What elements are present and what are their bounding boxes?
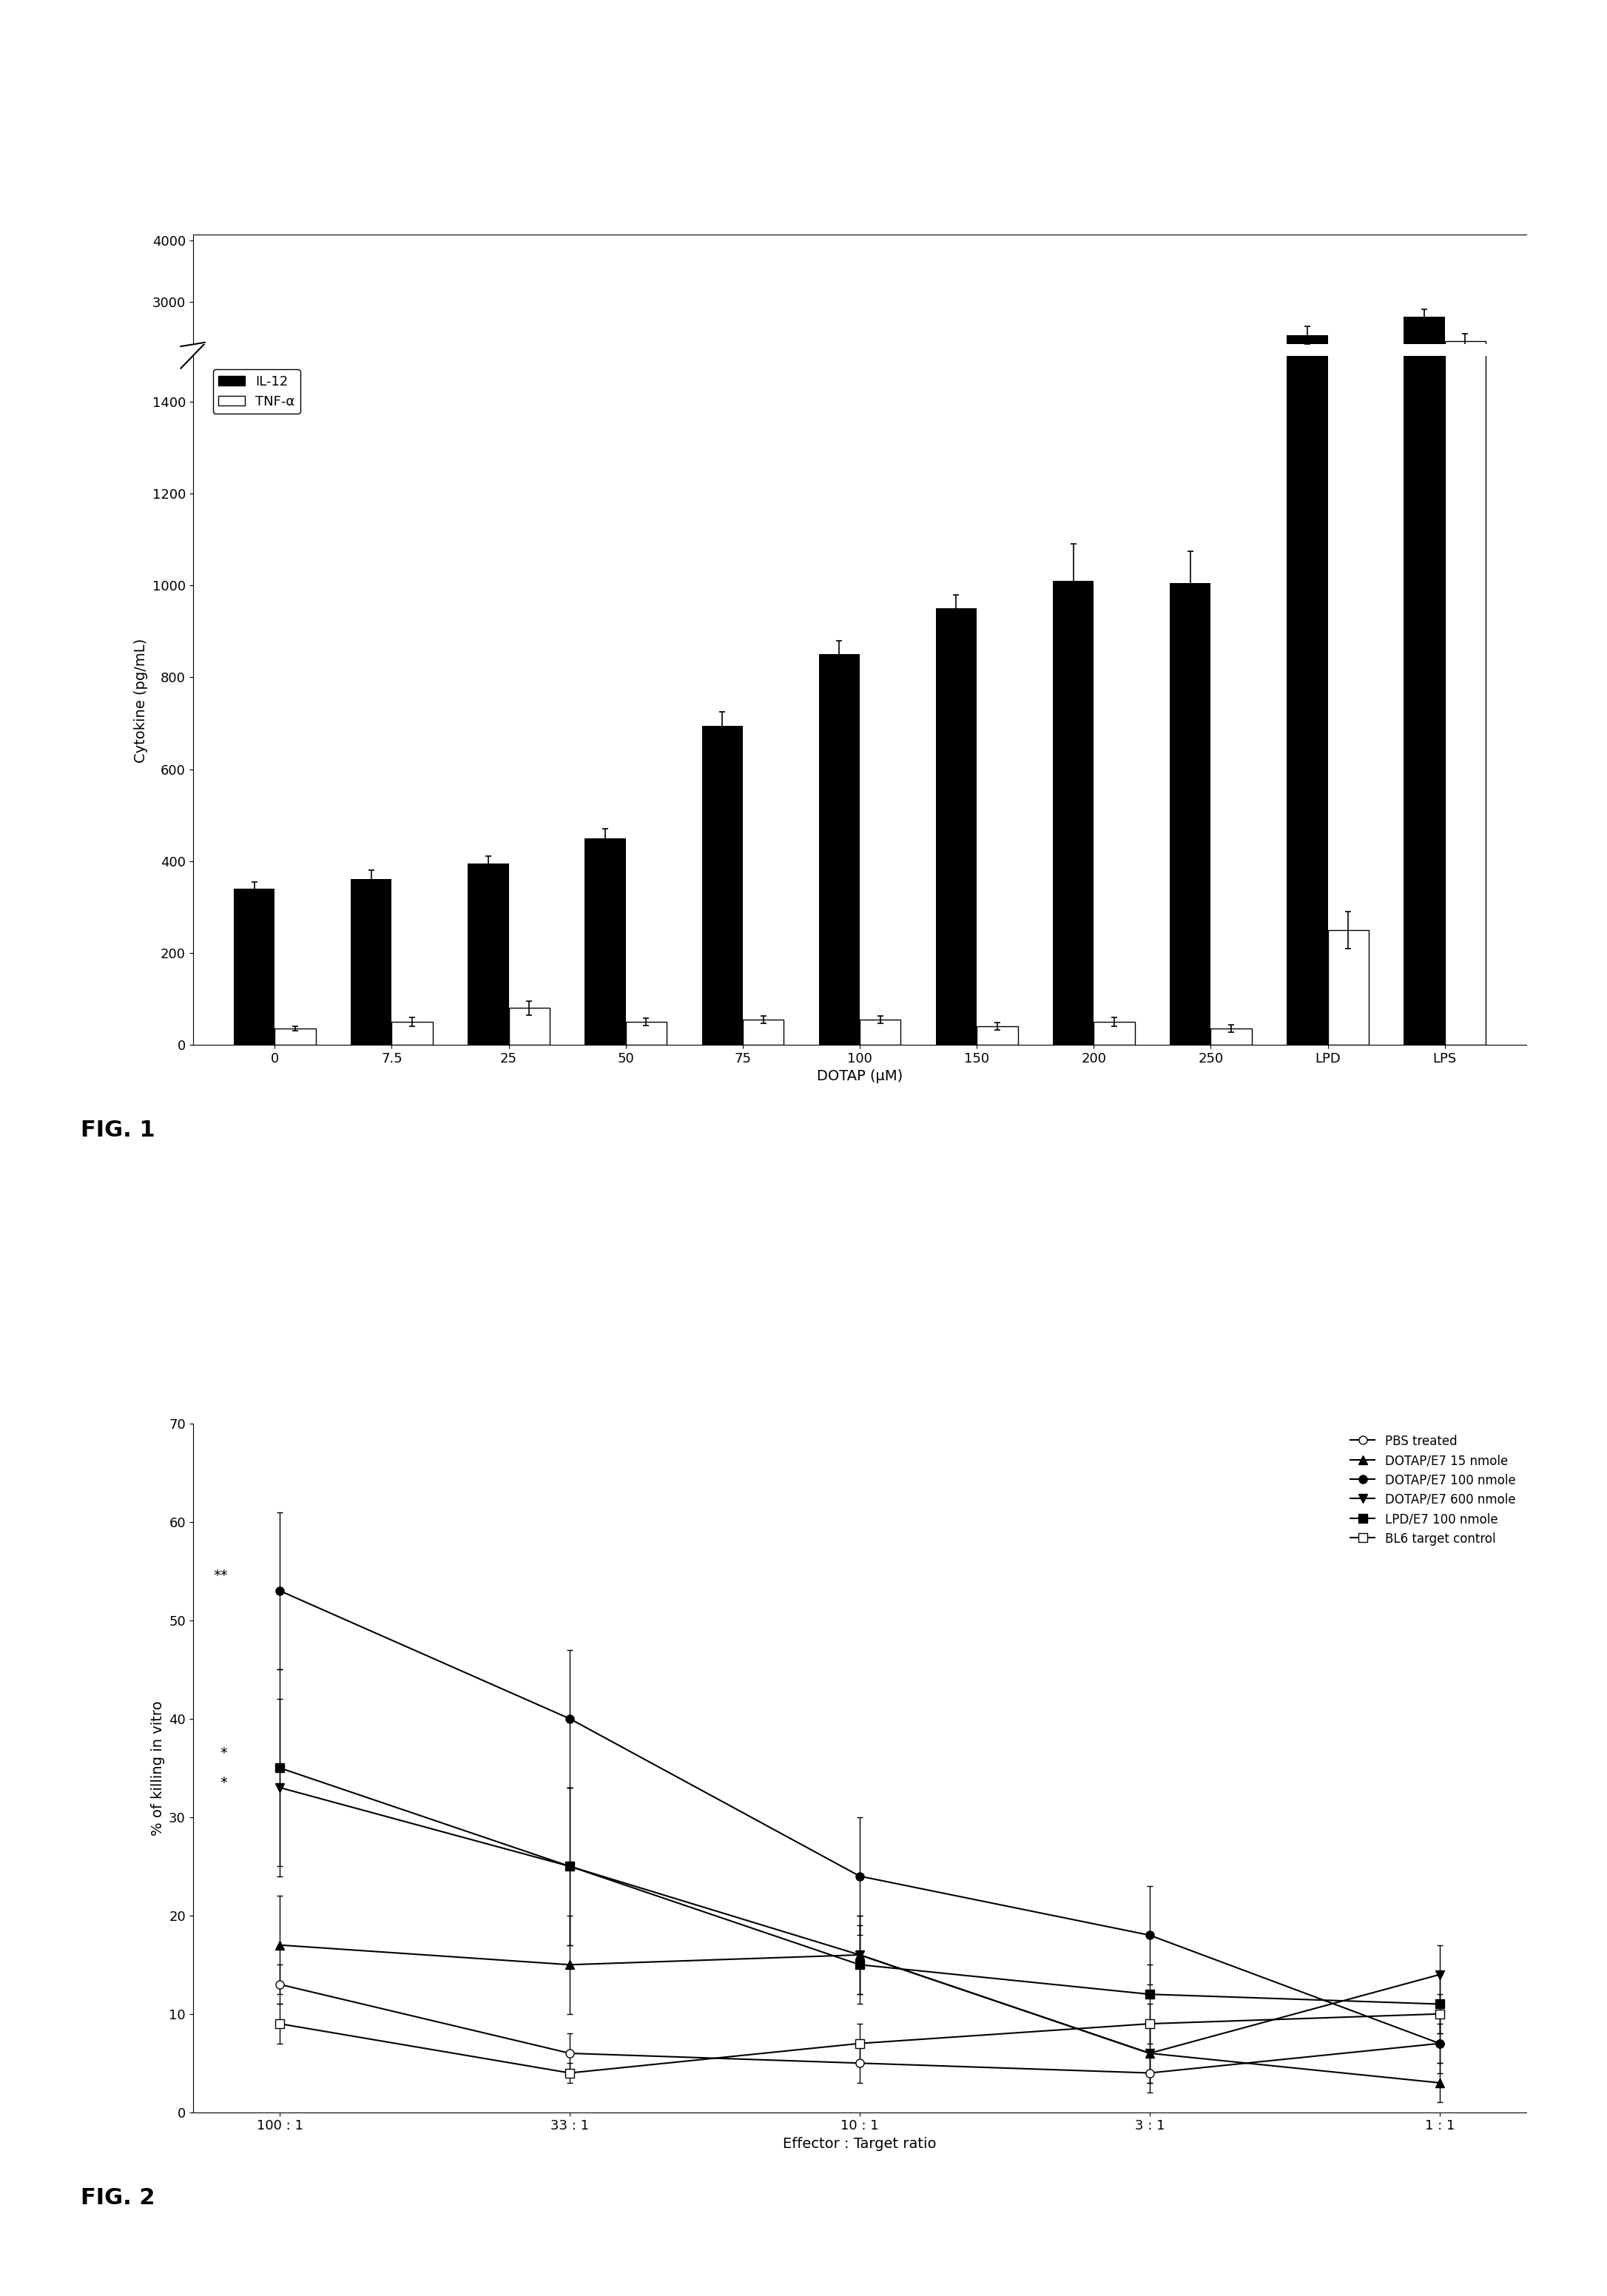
Bar [977, 482, 1017, 484]
Bar [509, 480, 550, 484]
Bar [275, 1029, 315, 1045]
Legend: IL-12, TNF-α: IL-12, TNF-α [212, 370, 301, 413]
Bar [392, 1022, 432, 1045]
Bar [1445, 342, 1486, 484]
Bar [392, 482, 432, 484]
Bar [860, 1019, 900, 1045]
Bar [1405, 0, 1445, 1045]
Text: *: * [220, 1747, 228, 1761]
Bar [468, 863, 509, 1045]
Bar [585, 838, 625, 1045]
Bar [860, 482, 900, 484]
Bar [1094, 1022, 1135, 1045]
Bar [585, 457, 625, 484]
Bar [742, 482, 784, 484]
Y-axis label: % of killing in vitro: % of killing in vitro [151, 1701, 164, 1835]
Legend: PBS treated, DOTAP/E7 15 nmole, DOTAP/E7 100 nmole, DOTAP/E7 600 nmole, LPD/E7 1: PBS treated, DOTAP/E7 15 nmole, DOTAP/E7… [1345, 1430, 1520, 1550]
Bar [702, 443, 742, 484]
Bar [350, 464, 392, 484]
Bar [1170, 583, 1210, 1045]
Bar [977, 1026, 1017, 1045]
Bar [935, 608, 977, 1045]
Bar [1210, 1029, 1252, 1045]
Bar [935, 427, 977, 484]
Text: *: * [220, 1775, 228, 1789]
Bar [742, 1019, 784, 1045]
Bar [1170, 425, 1210, 484]
Bar [1405, 317, 1445, 484]
Bar [233, 464, 275, 484]
Bar [625, 1022, 667, 1045]
Bar [1053, 422, 1094, 484]
Bar [509, 1008, 550, 1045]
Bar [625, 482, 667, 484]
Text: FIG. 2: FIG. 2 [80, 2188, 154, 2209]
Bar [1445, 0, 1486, 1045]
Bar [233, 889, 275, 1045]
Y-axis label: Cytokine (pg/mL): Cytokine (pg/mL) [133, 638, 148, 762]
Bar [350, 879, 392, 1045]
Bar [702, 726, 742, 1045]
X-axis label: DOTAP (μM): DOTAP (μM) [816, 1070, 903, 1084]
Bar [1053, 581, 1094, 1045]
Bar [1287, 335, 1327, 484]
Bar [1287, 0, 1327, 1045]
Bar [820, 654, 860, 1045]
Bar [1094, 482, 1135, 484]
Bar [820, 434, 860, 484]
Text: FIG. 1: FIG. 1 [80, 1120, 154, 1141]
Bar [468, 461, 509, 484]
Bar [1327, 471, 1369, 484]
Text: **: ** [214, 1568, 228, 1582]
X-axis label: Effector : Target ratio: Effector : Target ratio [783, 2138, 937, 2151]
Bar [1327, 930, 1369, 1045]
